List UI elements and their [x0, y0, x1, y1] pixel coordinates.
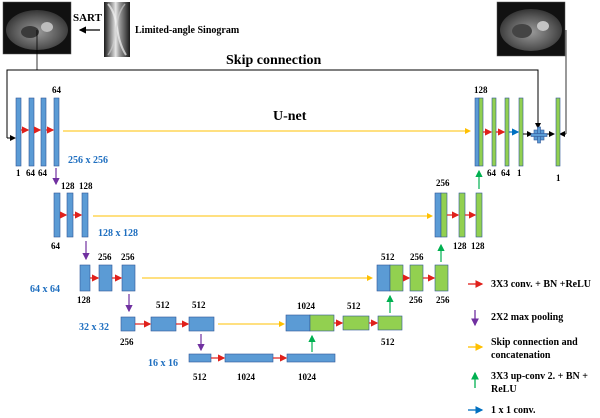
legend-item-label: 3X3 up-conv 2. + BN +	[491, 371, 588, 382]
feature-map-block	[440, 192, 448, 238]
bottleneck-level-5: 512 1024 1024 16 x 16	[148, 353, 336, 382]
encoder-level-2: 128 128 64 128 x 128	[51, 181, 138, 251]
channel-label: 512	[347, 301, 361, 311]
feature-map-block	[53, 97, 60, 167]
channel-label: 512	[192, 300, 206, 310]
channel-label: 256	[120, 337, 134, 347]
legend-item-label: 1 x 1 conv.	[491, 405, 536, 416]
resolution-label: 16 x 16	[148, 358, 178, 369]
channel-label: 128	[61, 181, 75, 191]
feature-map-block	[150, 316, 177, 332]
decoder-level-2: 256 128 128	[434, 178, 485, 251]
skip-connection-title: Skip connection	[226, 53, 322, 68]
feature-map-block	[376, 264, 391, 292]
feature-map-block	[81, 192, 89, 238]
channel-label: 1024	[237, 372, 256, 382]
unet-title: U-net	[273, 109, 307, 124]
feature-map-block	[15, 97, 22, 167]
feature-map-block	[188, 353, 212, 363]
feature-map-block	[79, 264, 91, 292]
legend-item-label: ReLU	[491, 384, 517, 395]
feature-map-block	[434, 192, 442, 238]
feature-map-block	[309, 314, 335, 332]
channel-label: 64	[26, 168, 36, 178]
legend-item-label: 2X2 max pooling	[491, 312, 563, 323]
channel-label: 128	[77, 295, 91, 305]
encoder-level-3: 256 256 128 64 x 64	[30, 252, 136, 305]
feature-map-block	[475, 192, 483, 238]
feature-map-block	[491, 97, 497, 167]
channel-label: 1	[556, 173, 561, 183]
output-ct-image	[496, 1, 566, 57]
final-output-block	[555, 97, 561, 167]
channel-label: 256	[98, 252, 112, 262]
channel-label: 64	[52, 85, 62, 95]
decoder-level-3: 512 256 256 256	[376, 252, 450, 305]
feature-map-block	[434, 264, 449, 292]
channel-label: 128	[471, 241, 485, 251]
feature-map-block	[120, 316, 136, 332]
channel-label: 64	[51, 241, 61, 251]
channel-label: 256	[436, 295, 450, 305]
feature-map-block	[28, 97, 35, 167]
feature-map-block	[474, 97, 480, 167]
legend-item-label: Skip connection and	[491, 337, 578, 348]
resolution-label: 128 x 128	[98, 228, 138, 239]
channel-label: 512	[381, 252, 395, 262]
feature-map-block	[518, 97, 524, 167]
legend: 3X3 conv. + BN +ReLU 2X2 max pooling Ski…	[468, 279, 591, 416]
feature-map-block	[389, 264, 404, 292]
feature-map-block	[98, 264, 113, 292]
resolution-label: 256 x 256	[68, 155, 108, 166]
decoder-level-1: 128 64 64 1 1	[474, 85, 561, 183]
channel-label: 1024	[298, 372, 317, 382]
feature-map-block	[458, 192, 466, 238]
global-skip-connection	[6, 69, 541, 138]
channel-label: 256	[409, 295, 423, 305]
add-node-icon	[530, 126, 548, 144]
channel-label: 256	[436, 178, 450, 188]
feature-map-block	[286, 353, 336, 363]
sinogram-label: Limited-angle Sinogram	[135, 25, 240, 36]
channel-label: 128	[79, 181, 93, 191]
channel-label: 512	[156, 300, 170, 310]
feature-map-block	[121, 264, 136, 292]
feature-map-block	[504, 97, 510, 167]
encoder-level-4: 512 512 256 32 x 32	[79, 300, 215, 347]
decoder-level-4: 1024 512 512	[285, 301, 403, 347]
channel-label: 64	[38, 168, 48, 178]
channel-label: 512	[381, 337, 395, 347]
feature-map-block	[53, 192, 61, 238]
channel-label: 1024	[297, 301, 316, 311]
channel-label: 1	[16, 168, 21, 178]
channel-label: 128	[474, 85, 488, 95]
feature-map-block	[66, 192, 74, 238]
feature-map-block	[224, 353, 274, 363]
feature-map-block	[377, 315, 403, 331]
feature-map-block	[285, 314, 311, 332]
channel-label: 64	[487, 168, 497, 178]
channel-label: 1	[517, 168, 522, 178]
sart-label: SART	[73, 12, 103, 24]
feature-map-block	[188, 316, 215, 332]
legend-item-label: 3X3 conv. + BN +ReLU	[491, 279, 591, 290]
feature-map-block	[409, 264, 424, 292]
resolution-label: 64 x 64	[30, 284, 60, 295]
feature-map-block	[40, 97, 47, 167]
resolution-label: 32 x 32	[79, 322, 109, 333]
channel-label: 256	[121, 252, 135, 262]
channel-label: 64	[501, 168, 511, 178]
legend-item-label: concatenation	[491, 350, 551, 361]
feature-map-block	[342, 315, 370, 331]
channel-label: 256	[410, 252, 424, 262]
sinogram-image	[104, 2, 130, 57]
encoder-level-1: 64 1 64 64 256 x 256	[15, 85, 108, 178]
channel-label: 128	[453, 241, 467, 251]
channel-label: 512	[193, 372, 207, 382]
feature-map-block	[478, 97, 484, 167]
